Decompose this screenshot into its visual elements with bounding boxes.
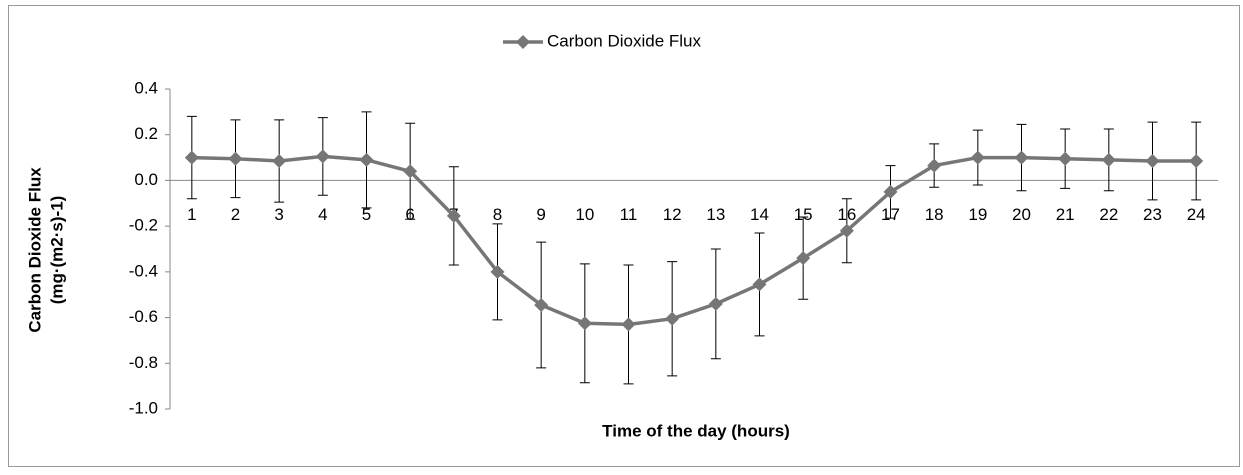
data-point (1189, 154, 1204, 168)
x-tick-label: 5 (362, 205, 371, 224)
data-point (1145, 154, 1160, 168)
x-tick-label: 2 (231, 205, 240, 224)
x-tick-label: 9 (536, 205, 545, 224)
data-point (883, 184, 898, 199)
y-tick-label: 0.0 (134, 170, 158, 189)
data-point (1058, 151, 1073, 166)
data-point (228, 151, 243, 166)
legend-marker (516, 35, 530, 49)
data-point (359, 152, 374, 167)
data-point (446, 208, 461, 223)
data-point (577, 316, 592, 331)
y-axis-title-line: (mg·(m2·s)-1) (47, 196, 66, 305)
data-point (272, 154, 287, 168)
data-point (315, 149, 330, 164)
y-axis-title-line: Carbon Dioxide Flux (25, 167, 44, 333)
x-tick-label: 10 (575, 205, 594, 224)
x-tick-label: 1 (187, 205, 196, 224)
x-tick-label: 23 (1143, 205, 1162, 224)
x-tick-label: 24 (1187, 205, 1206, 224)
data-point (403, 164, 418, 179)
x-tick-label: 14 (750, 205, 769, 224)
x-tick-label: 19 (968, 205, 987, 224)
data-point (708, 296, 723, 311)
x-tick-label: 22 (1099, 205, 1118, 224)
data-point (621, 317, 636, 332)
y-axis-title: Carbon Dioxide Flux (mg·(m2·s)-1) (25, 167, 66, 333)
data-point (534, 298, 549, 312)
x-tick-label: 21 (1056, 205, 1075, 224)
data-point (970, 150, 985, 165)
x-tick-label: 15 (794, 205, 813, 224)
legend-label: Carbon Dioxide Flux (547, 31, 702, 50)
x-tick-label: 4 (318, 205, 327, 224)
x-tick-label: 8 (493, 205, 502, 224)
x-tick-label: 13 (706, 205, 725, 224)
data-point (927, 158, 942, 173)
data-point (1101, 152, 1116, 167)
x-tick-label: 20 (1012, 205, 1031, 224)
y-tick-label: -0.6 (129, 307, 158, 326)
x-tick-label: 12 (663, 205, 682, 224)
x-tick-label: 3 (274, 205, 283, 224)
data-point (665, 311, 680, 326)
y-tick-label: -0.2 (129, 216, 158, 235)
data-point (796, 251, 811, 266)
x-tick-label: 18 (925, 205, 944, 224)
data-point (1014, 150, 1029, 165)
chart-frame (8, 5, 1240, 467)
y-tick-label: 0.4 (134, 78, 158, 97)
data-point (752, 277, 767, 292)
series-line (191, 154, 1197, 327)
y-tick-label: -1.0 (129, 398, 158, 417)
data-point (839, 223, 854, 238)
y-tick-label: -0.8 (129, 353, 158, 372)
data-point (490, 264, 505, 279)
x-axis-title: Time of the day (hours) (602, 421, 790, 440)
data-point (184, 150, 199, 165)
y-tick-label: -0.4 (129, 261, 158, 280)
x-tick-label: 11 (620, 205, 638, 224)
y-tick-label: 0.2 (134, 124, 158, 143)
